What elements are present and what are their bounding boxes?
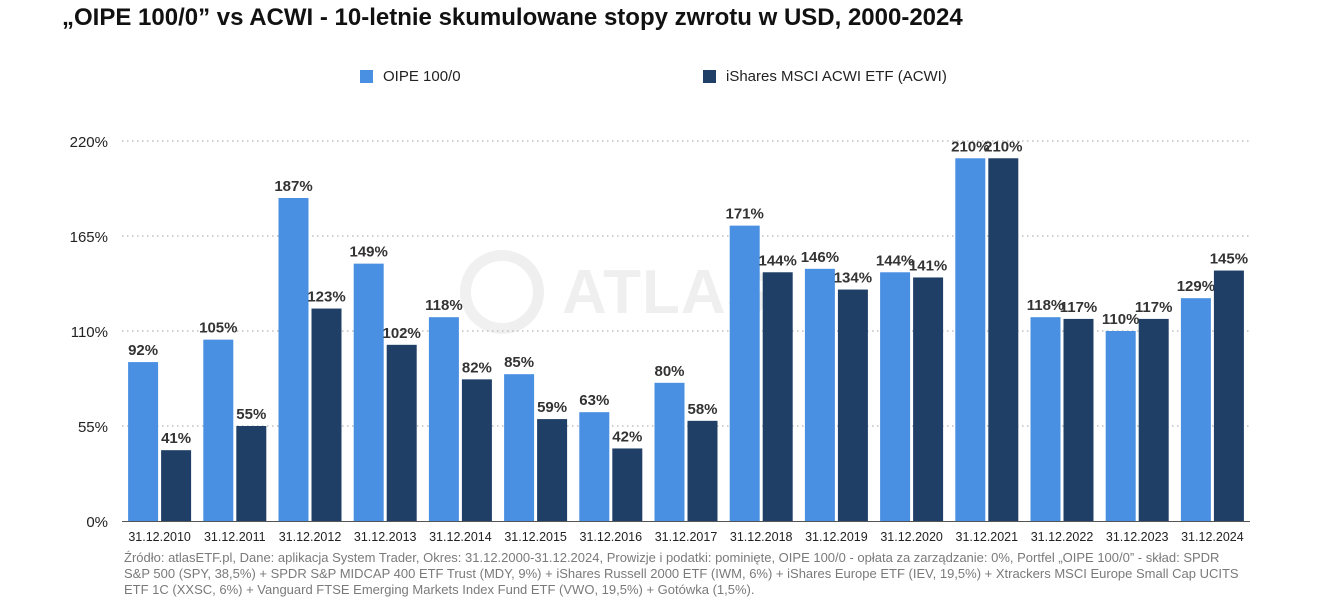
x-tick-label: 31.12.2013	[354, 530, 417, 544]
data-label: 110%	[1102, 311, 1140, 328]
x-tick-label: 31.12.2014	[429, 530, 492, 544]
bar-oipe	[955, 158, 986, 522]
bar-acwi	[1063, 318, 1094, 521]
chart-title: „OIPE 100/0” vs ACWI - 10-letnie skumulo…	[62, 4, 963, 31]
bar-oipe	[504, 374, 535, 521]
data-label: 141%	[909, 257, 947, 274]
bar-oipe	[353, 263, 384, 521]
x-tick-label: 31.12.2018	[730, 530, 793, 544]
data-label: 149%	[350, 244, 388, 261]
data-label: 171%	[726, 206, 764, 223]
data-label: 117%	[1060, 299, 1098, 316]
data-label: 63%	[579, 392, 609, 409]
data-label: 58%	[687, 401, 717, 418]
bar-oipe	[729, 225, 760, 522]
y-tick-label: 165%	[70, 229, 108, 246]
bar-oipe	[1180, 298, 1211, 521]
data-label: 118%	[425, 297, 463, 314]
y-tick-label: 0%	[86, 514, 108, 531]
bar-oipe	[428, 317, 459, 521]
data-label: 41%	[161, 430, 191, 447]
x-tick-label: 31.12.2012	[279, 530, 342, 544]
bar-acwi	[988, 158, 1019, 522]
bar-oipe	[804, 268, 835, 521]
bar-acwi	[461, 379, 492, 521]
data-label: 187%	[274, 178, 312, 195]
data-label: 144%	[759, 252, 797, 269]
data-label: 144%	[876, 252, 914, 269]
data-label: 59%	[537, 399, 567, 416]
bar-oipe	[128, 362, 159, 521]
bar-acwi	[837, 289, 868, 521]
data-label: 105%	[199, 320, 237, 337]
bar-oipe	[880, 272, 911, 521]
legend: OIPE 100/0 iShares MSCI ACWI ETF (ACWI)	[0, 68, 1320, 88]
bar-acwi	[913, 277, 944, 521]
data-label: 129%	[1177, 278, 1215, 295]
y-tick-label: 55%	[78, 419, 108, 436]
legend-swatch-oipe	[360, 70, 373, 83]
data-label: 210%	[984, 138, 1022, 155]
legend-label-acwi: iShares MSCI ACWI ETF (ACWI)	[726, 68, 947, 85]
data-label: 92%	[128, 342, 158, 359]
bar-oipe	[579, 412, 610, 521]
data-label: 146%	[801, 249, 839, 266]
bar-acwi	[687, 420, 718, 521]
bar-acwi	[161, 450, 192, 521]
bar-oipe	[278, 198, 309, 521]
bar-acwi	[1138, 318, 1169, 521]
data-label: 55%	[236, 406, 266, 423]
legend-swatch-acwi	[703, 70, 716, 83]
bar-acwi	[386, 344, 417, 521]
data-label: 42%	[612, 428, 642, 445]
bar-oipe	[1105, 331, 1136, 521]
x-tick-label: 31.12.2016	[580, 530, 643, 544]
data-label: 80%	[654, 363, 684, 380]
data-label: 145%	[1210, 251, 1248, 268]
legend-item-acwi: iShares MSCI ACWI ETF (ACWI)	[703, 68, 947, 85]
x-tick-label: 31.12.2020	[880, 530, 943, 544]
data-label: 123%	[307, 289, 345, 306]
x-tick-label: 31.12.2019	[805, 530, 868, 544]
bar-acwi	[1213, 270, 1244, 521]
x-tick-label: 31.12.2017	[655, 530, 718, 544]
bar-oipe	[203, 339, 234, 521]
x-tick-label: 31.12.2021	[956, 530, 1019, 544]
y-tick-label: 110%	[71, 324, 108, 341]
legend-label-oipe: OIPE 100/0	[383, 68, 461, 85]
bar-chart: 0% 55% 110% 165% 220% 92% 41% 31.12.2010 105% 55%…	[70, 134, 1250, 544]
x-tick-label: 31.12.2022	[1031, 530, 1094, 544]
data-label: 117%	[1135, 299, 1173, 316]
y-tick-label: 220%	[70, 134, 108, 151]
bar-acwi	[236, 426, 267, 521]
source-note: Źródło: atlasETF.pl, Dane: aplikacja Sys…	[124, 550, 1239, 597]
data-label: 102%	[383, 325, 421, 342]
bar-acwi	[311, 308, 342, 521]
bar-oipe	[1030, 317, 1061, 521]
x-tick-label: 31.12.2023	[1106, 530, 1169, 544]
data-label: 85%	[504, 354, 534, 371]
bar-acwi	[762, 272, 793, 521]
x-tick-label: 31.12.2010	[128, 530, 191, 544]
legend-item-oipe: OIPE 100/0	[360, 68, 461, 85]
x-tick-label: 31.12.2015	[504, 530, 567, 544]
data-label: 210%	[951, 138, 989, 155]
data-label: 134%	[834, 270, 872, 287]
bar-acwi	[612, 448, 643, 521]
x-tick-label: 31.12.2011	[204, 530, 266, 544]
x-tick-label: 31.12.2024	[1181, 530, 1244, 544]
data-label: 82%	[462, 359, 492, 376]
bar-acwi	[537, 419, 568, 521]
data-label: 118%	[1027, 297, 1065, 314]
bar-oipe	[654, 382, 685, 521]
